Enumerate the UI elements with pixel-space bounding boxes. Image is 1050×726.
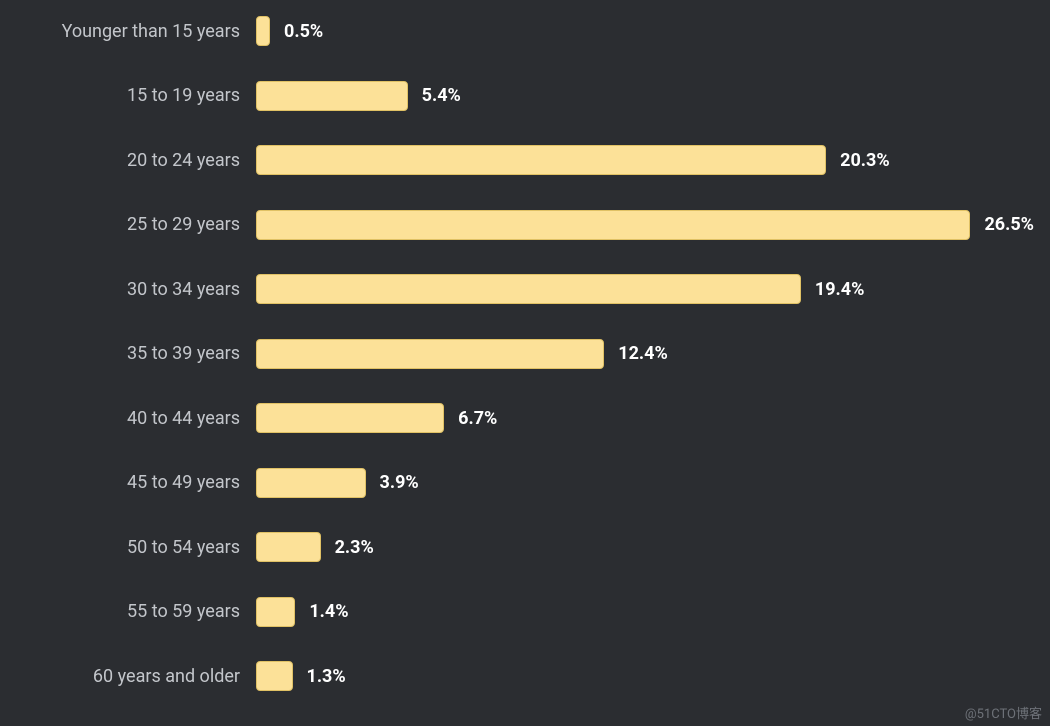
bar-track: 3.9%	[256, 468, 1034, 498]
value-label: 1.4%	[309, 601, 348, 622]
bar-track: 20.3%	[256, 145, 1034, 175]
bar	[256, 403, 444, 433]
value-label: 1.3%	[307, 666, 346, 687]
bar	[256, 274, 801, 304]
chart-rows: Younger than 15 years 0.5% 15 to 19 years 5…	[0, 16, 1050, 726]
value-label: 0.5%	[284, 21, 323, 42]
chart-row: 20 to 24 years 20.3%	[0, 145, 1034, 175]
category-label: 55 to 59 years	[0, 601, 256, 622]
value-label: 20.3%	[840, 150, 890, 171]
chart-row: 45 to 49 years 3.9%	[0, 468, 1034, 498]
category-label: Younger than 15 years	[0, 21, 256, 42]
category-label: 45 to 49 years	[0, 472, 256, 493]
value-label: 26.5%	[984, 214, 1034, 235]
bar	[256, 597, 295, 627]
bar-track: 26.5%	[256, 210, 1034, 240]
bar	[256, 81, 408, 111]
category-label: 35 to 39 years	[0, 343, 256, 364]
category-label: 30 to 34 years	[0, 279, 256, 300]
value-label: 2.3%	[335, 537, 374, 558]
age-distribution-bar-chart: Younger than 15 years 0.5% 15 to 19 years 5…	[0, 0, 1050, 726]
chart-row: 50 to 54 years 2.3%	[0, 532, 1034, 562]
bar-track: 5.4%	[256, 81, 1034, 111]
value-label: 5.4%	[422, 85, 461, 106]
bar-track: 19.4%	[256, 274, 1034, 304]
chart-row: 30 to 34 years 19.4%	[0, 274, 1034, 304]
bar-track: 1.3%	[256, 661, 1034, 691]
bar	[256, 145, 826, 175]
value-label: 3.9%	[380, 472, 419, 493]
chart-row: 25 to 29 years 26.5%	[0, 210, 1034, 240]
chart-row: 60 years and older 1.3%	[0, 661, 1034, 691]
chart-row: 55 to 59 years 1.4%	[0, 597, 1034, 627]
chart-row: 35 to 39 years 12.4%	[0, 339, 1034, 369]
chart-row: Younger than 15 years 0.5%	[0, 16, 1034, 46]
category-label: 40 to 44 years	[0, 408, 256, 429]
watermark-text: @51CTO博客	[965, 703, 1042, 722]
chart-row: 40 to 44 years 6.7%	[0, 403, 1034, 433]
value-label: 12.4%	[618, 343, 668, 364]
bar-track: 2.3%	[256, 532, 1034, 562]
bar-track: 12.4%	[256, 339, 1034, 369]
bar-track: 0.5%	[256, 16, 1034, 46]
bar	[256, 339, 604, 369]
bar	[256, 532, 321, 562]
bar-track: 1.4%	[256, 597, 1034, 627]
category-label: 25 to 29 years	[0, 214, 256, 235]
bar	[256, 468, 366, 498]
value-label: 19.4%	[815, 279, 865, 300]
bar	[256, 661, 293, 691]
category-label: 20 to 24 years	[0, 150, 256, 171]
bar	[256, 16, 270, 46]
chart-row: 15 to 19 years 5.4%	[0, 81, 1034, 111]
category-label: 50 to 54 years	[0, 537, 256, 558]
value-label: 6.7%	[458, 408, 497, 429]
bar-track: 6.7%	[256, 403, 1034, 433]
bar	[256, 210, 970, 240]
category-label: 15 to 19 years	[0, 85, 256, 106]
category-label: 60 years and older	[0, 666, 256, 687]
